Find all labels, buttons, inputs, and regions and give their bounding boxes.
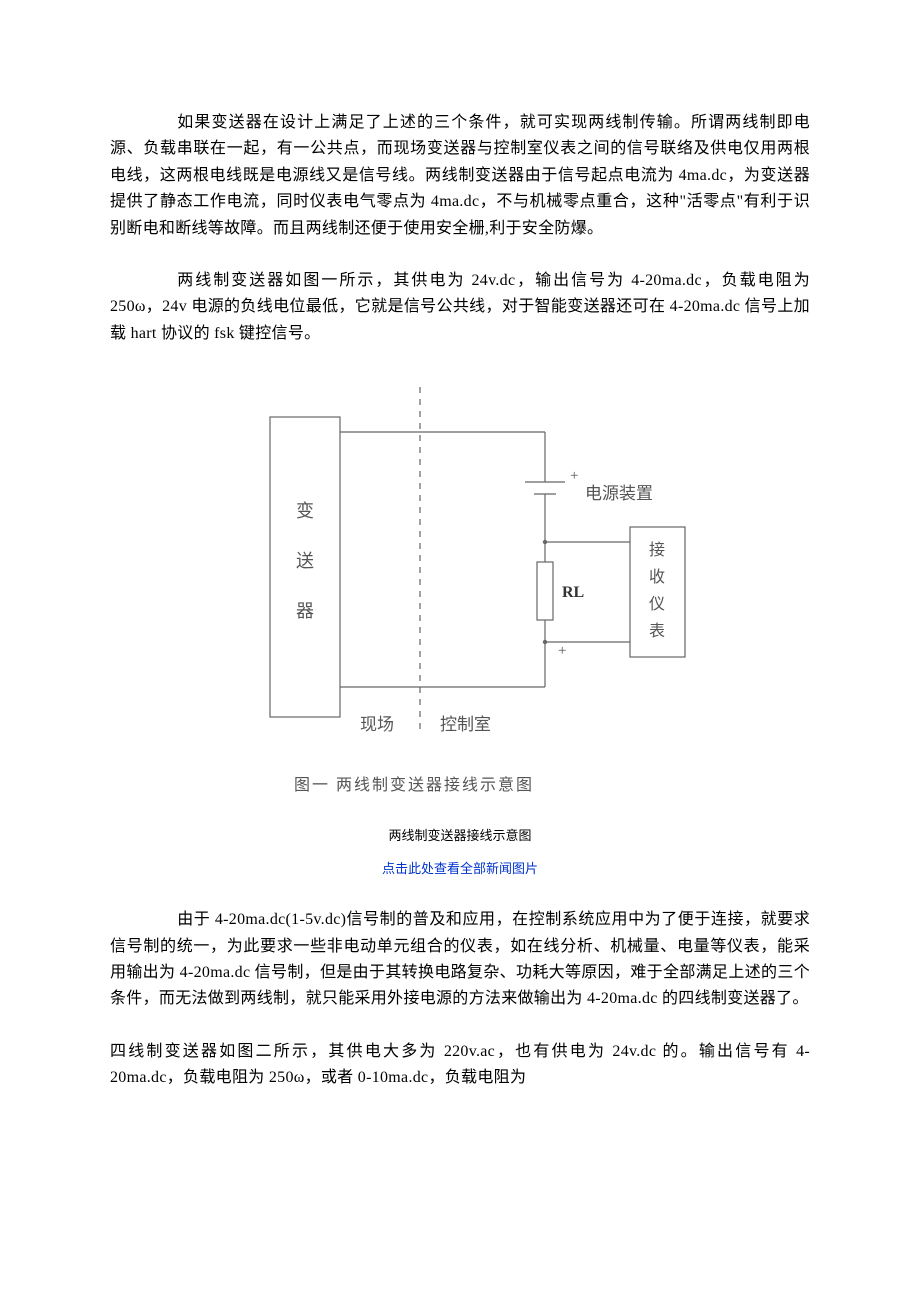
plus-sign-top: + <box>570 468 578 484</box>
label-transmitter-3: 器 <box>296 601 314 621</box>
label-field: 现场 <box>360 715 394 734</box>
label-receiver-3: 仪 <box>649 596 665 613</box>
paragraph-4: 四线制变送器如图二所示，其供电大多为 220v.ac，也有供电为 24v.dc … <box>110 1039 810 1092</box>
paragraph-3: 由于 4-20ma.dc(1-5v.dc)信号制的普及和应用，在控制系统应用中为… <box>110 907 810 1013</box>
label-receiver-1: 接 <box>649 541 665 559</box>
view-all-images-link[interactable]: 点击此处查看全部新闻图片 <box>110 858 810 877</box>
wiring-diagram-svg: 变 送 器 + 电源装置 接 收 仪 表 + RL <box>210 387 710 757</box>
label-power: 电源装置 <box>585 484 653 503</box>
paragraph-1: 如果变送器在设计上满足了上述的三个条件，就可实现两线制传输。所谓两线制即电源、负… <box>110 110 810 242</box>
label-transmitter-1: 变 <box>296 501 314 521</box>
plus-sign-bottom: + <box>558 643 566 659</box>
label-transmitter-2: 送 <box>296 551 314 571</box>
diagram-figure-1: 变 送 器 + 电源装置 接 收 仪 表 + RL <box>210 387 710 795</box>
label-control-room: 控制室 <box>440 715 491 734</box>
figure-1-caption-below: 两线制变送器接线示意图 <box>110 825 810 844</box>
label-resistor: RL <box>562 584 584 601</box>
figure-1-caption-inner: 图一 两线制变送器接线示意图 <box>210 771 710 795</box>
label-receiver-2: 收 <box>649 568 665 586</box>
paragraph-2: 两线制变送器如图一所示，其供电为 24v.dc，输出信号为 4-20ma.dc，… <box>110 268 810 347</box>
label-receiver-4: 表 <box>649 622 665 640</box>
